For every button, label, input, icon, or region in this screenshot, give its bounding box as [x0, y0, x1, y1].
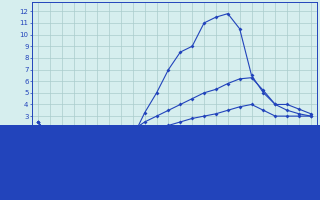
X-axis label: Graphe des températures (°c): Graphe des températures (°c) — [103, 184, 245, 194]
